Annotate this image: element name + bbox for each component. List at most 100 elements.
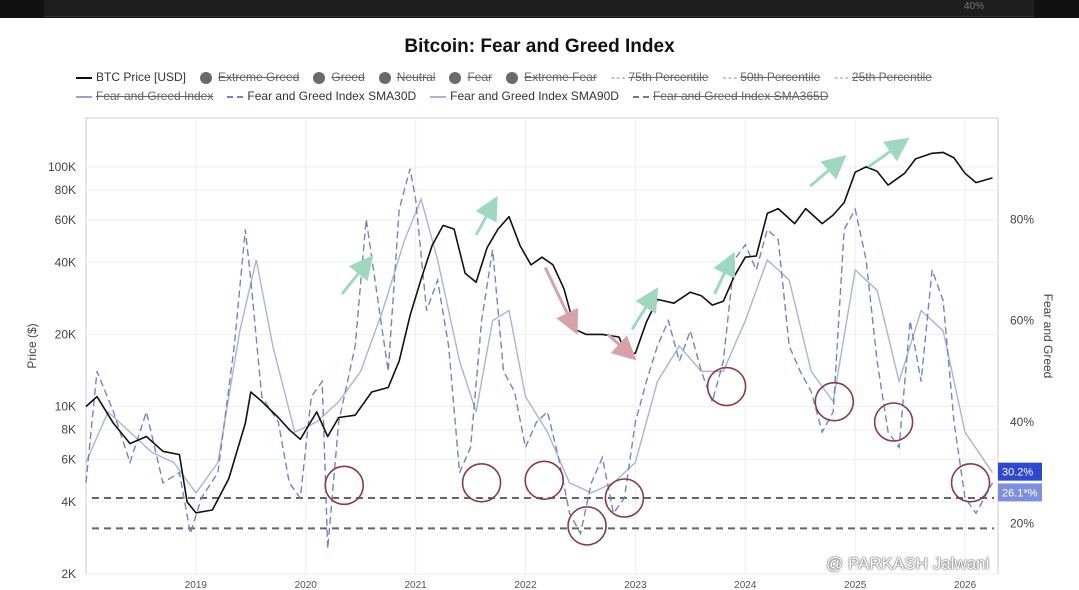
right-tick-label: 80% [1010, 212, 1034, 226]
left-tick-label: 8K [61, 423, 76, 437]
legend-dashline-icon [632, 95, 649, 98]
legend-label: 25th Percentile [851, 70, 932, 84]
legend-item[interactable]: Fear and Greed Index [76, 87, 213, 106]
chart-legend: BTC Price [USD] Extreme Greed Greed Neutral… [76, 68, 1036, 106]
top-image-strip: 40% [0, 0, 1079, 18]
legend-item[interactable]: Fear and Greed Index SMA30D [227, 87, 416, 106]
legend-row-1: BTC Price [USD] Extreme Greed Greed Neutral… [76, 68, 1036, 87]
trend-arrow [809, 154, 847, 188]
legend-label: Fear and Greed Index SMA30D [247, 89, 417, 103]
trend-arrow [867, 137, 910, 169]
legend-item[interactable]: Extreme Greed [200, 68, 299, 87]
highlight-circle [814, 381, 855, 422]
plot-area-frame [85, 117, 999, 575]
legend-dot-icon [506, 71, 519, 84]
left-tick-label: 4K [61, 495, 76, 509]
legend-label: 50th Percentile [740, 70, 821, 84]
series-lines [85, 151, 994, 549]
legend-label: Fear and Greed Index [96, 89, 214, 103]
legend-label: BTC Price [USD] [96, 70, 187, 84]
trend-arrow [340, 255, 374, 295]
legend-dot-icon [313, 71, 326, 84]
watermark-text: @ PARKASH Jalwani [826, 554, 990, 573]
x-tick-label: 2025 [844, 580, 867, 590]
x-tick-label: 2026 [954, 580, 977, 590]
legend-label: Extreme Fear [524, 70, 597, 84]
legend-item[interactable]: BTC Price [USD] [76, 68, 186, 87]
trend-arrow [474, 195, 498, 236]
highlight-circle [524, 460, 564, 501]
left-tick-label: 60K [55, 213, 76, 227]
legend-line-icon [76, 76, 92, 79]
x-tick-label: 2021 [405, 580, 428, 590]
highlight-circle [567, 506, 607, 546]
left-tick-label: 80K [55, 183, 76, 197]
legend-item[interactable]: Fear and Greed Index SMA365D [632, 87, 829, 106]
btc-price-line [85, 151, 993, 514]
x-tick-label: 2020 [295, 580, 318, 590]
legend-dot-icon [378, 71, 391, 84]
legend-dashline-icon [227, 95, 244, 98]
value-label-box [998, 483, 1042, 502]
sma90-line [85, 196, 994, 495]
sma30-line [85, 168, 994, 549]
x-tick-label: 2022 [514, 580, 537, 590]
legend-row-2: Fear and Greed Index Fear and Greed Index… [76, 87, 1036, 106]
legend-label: Greed [331, 70, 365, 84]
legend-item[interactable]: - - -75th Percentile [611, 68, 709, 87]
left-tick-label: 40K [55, 255, 76, 269]
left-tick-label: 6K [61, 453, 76, 467]
right-axis-title: Fear and Greed [1041, 294, 1055, 379]
x-tick-label: 2023 [624, 580, 647, 590]
trend-arrow [713, 251, 736, 295]
right-tick-label: 60% [1010, 314, 1034, 328]
legend-item[interactable]: Fear and Greed Index SMA90D [430, 87, 619, 106]
trend-arrow [606, 333, 637, 361]
highlight-circle [324, 465, 365, 506]
highlight-circle [950, 462, 991, 503]
highlight-circle [706, 366, 747, 407]
legend-dash-icon: - - - [834, 70, 849, 84]
legend-item[interactable]: Greed [313, 68, 365, 87]
left-axis-title: Price ($) [25, 323, 39, 368]
chart-title: Bitcoin: Fear and Greed Index [404, 36, 675, 57]
legend-item[interactable]: - - -25th Percentile [834, 68, 932, 87]
legend-item[interactable]: Fear [449, 68, 492, 87]
value-label-text: 26.1*% [1002, 487, 1038, 499]
legend-dash-icon: - - - [610, 70, 626, 84]
left-tick-label: 100K [48, 160, 76, 174]
left-tick-label: 10K [55, 400, 76, 414]
legend-line-icon [430, 95, 447, 98]
axes: 2019 2020 2021 2022 2023 2024 2025 2026 2K 4K 6K 8K… [25, 160, 1055, 590]
right-tick-label: 20% [1010, 516, 1034, 530]
legend-dash-icon: - - - [722, 70, 738, 84]
legend-item[interactable]: Extreme Fear [506, 68, 597, 87]
annotations: 30.2% 26.1*% [324, 137, 1042, 546]
legend-dot-icon [449, 71, 462, 84]
top-strip-text: 40% [963, 1, 984, 12]
legend-label: Neutral [396, 70, 436, 84]
legend-label: Fear and Greed Index SMA365D [652, 89, 829, 103]
top-strip-panel: 40% [44, 0, 1034, 17]
legend-label: 75th Percentile [628, 70, 709, 84]
highlight-circle [604, 478, 645, 518]
highlight-circle [873, 402, 914, 442]
legend-label: Fear [467, 70, 493, 84]
legend-line-icon [76, 95, 92, 98]
highlight-circle [461, 462, 502, 503]
x-tick-label: 2024 [734, 580, 757, 590]
value-label-box [998, 462, 1042, 481]
legend-dot-icon [200, 71, 213, 84]
legend-label: Extreme Greed [218, 70, 300, 84]
legend-item[interactable]: - - -50th Percentile [723, 68, 821, 87]
x-tick-label: 2019 [185, 580, 208, 590]
right-tick-label: 40% [1010, 415, 1034, 429]
legend-label: Fear and Greed Index SMA90D [450, 89, 619, 103]
trend-arrow [543, 266, 578, 335]
left-tick-label: 2K [61, 567, 76, 581]
trend-arrow [630, 287, 659, 331]
left-tick-label: 20K [55, 327, 76, 341]
legend-item[interactable]: Neutral [378, 68, 436, 87]
value-label-text: 30.2% [1002, 467, 1033, 479]
